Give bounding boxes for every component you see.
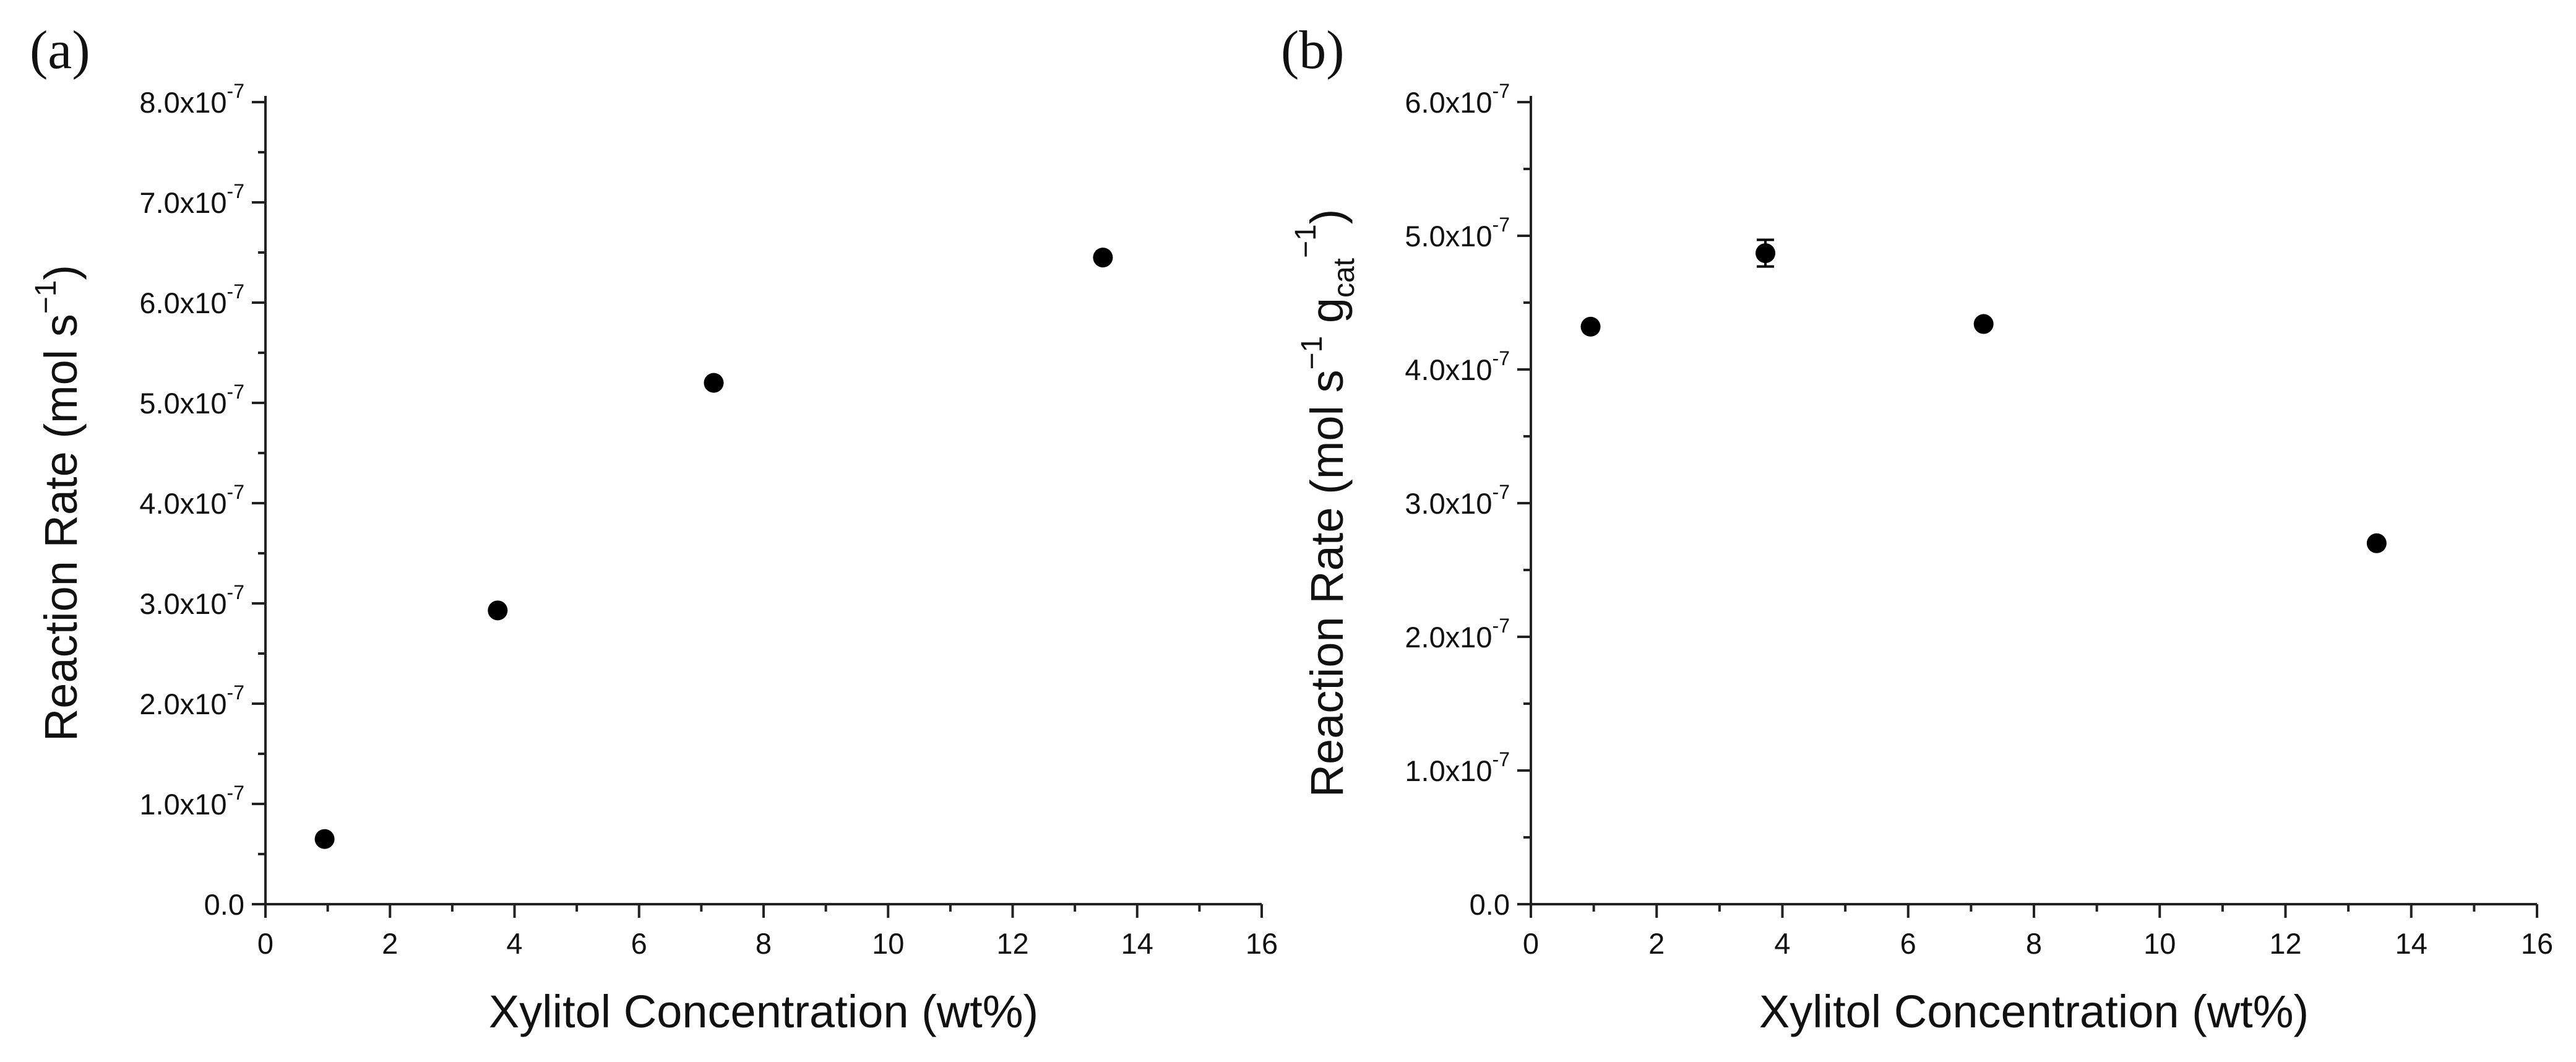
x-tick-label: 16	[1246, 927, 1278, 960]
x-tick-label: 12	[996, 927, 1028, 960]
y-tick-label: 5.0x10-7	[1405, 214, 1510, 253]
x-tick-label: 4	[506, 927, 522, 960]
x-tick-label: 0	[257, 927, 274, 960]
x-tick-label: 6	[1900, 927, 1916, 960]
y-axis-title: Reaction Rate (mol s−1 gcat−1)	[1290, 209, 1361, 798]
x-tick-label: 2	[1648, 927, 1665, 960]
data-point	[1973, 314, 1994, 334]
y-tick-label: 2.0x10-7	[139, 681, 244, 720]
data-point	[1755, 243, 1776, 264]
panel-a: (a) 0 2 4 6 8 10 12 14 16 0.0 1.0x10-7 2.0x10-7 3.0x1…	[30, 20, 1278, 1037]
x-tick-label: 0	[1523, 927, 1539, 960]
data-point	[314, 829, 335, 849]
data-point	[1093, 248, 1113, 268]
y-tick-label: 4.0x10-7	[1405, 347, 1510, 386]
panel-label: (a)	[30, 20, 90, 80]
x-tick-label: 14	[2395, 927, 2427, 960]
x-tick-label: 14	[1121, 927, 1153, 960]
y-axis-title: Reaction Rate (mol s−1)	[30, 265, 87, 741]
y-tick-label: 6.0x10-7	[139, 280, 244, 319]
x-tick-label: 8	[756, 927, 772, 960]
x-axis-title: Xylitol Concentration (wt%)	[1759, 986, 2309, 1037]
data-point	[704, 373, 724, 393]
x-tick-label: 12	[2269, 927, 2301, 960]
y-tick-label: 7.0x10-7	[139, 180, 244, 219]
x-tick-label: 10	[872, 927, 904, 960]
y-tick-label: 1.0x10-7	[139, 782, 244, 821]
data-point	[2366, 533, 2387, 553]
y-tick-label: 8.0x10-7	[139, 80, 244, 119]
y-tick-label: 0.0	[1470, 888, 1510, 921]
panel-b: (b) 0 2 4 6 8 10 12 14 16 0.0 1.0x10-7 2.0x10-7 3.0x1…	[1281, 20, 2553, 1037]
y-tick-label: 5.0x10-7	[139, 381, 244, 420]
y-tick-label: 4.0x10-7	[139, 481, 244, 520]
x-tick-label: 8	[2026, 927, 2042, 960]
x-tick-label: 2	[382, 927, 398, 960]
y-tick-label: 3.0x10-7	[1405, 481, 1510, 520]
x-tick-label: 10	[2143, 927, 2176, 960]
y-tick-label: 6.0x10-7	[1405, 80, 1510, 119]
x-axis-title: Xylitol Concentration (wt%)	[489, 986, 1038, 1037]
x-tick-label: 16	[2521, 927, 2553, 960]
y-tick-label: 3.0x10-7	[139, 581, 244, 620]
y-tick-label: 2.0x10-7	[1405, 615, 1510, 654]
data-point	[1580, 316, 1601, 337]
y-tick-label: 0.0	[204, 888, 244, 921]
x-tick-label: 4	[1774, 927, 1790, 960]
y-tick-label: 1.0x10-7	[1405, 748, 1510, 787]
panel-label: (b)	[1281, 20, 1345, 80]
data-point	[488, 600, 508, 621]
x-tick-label: 6	[631, 927, 647, 960]
